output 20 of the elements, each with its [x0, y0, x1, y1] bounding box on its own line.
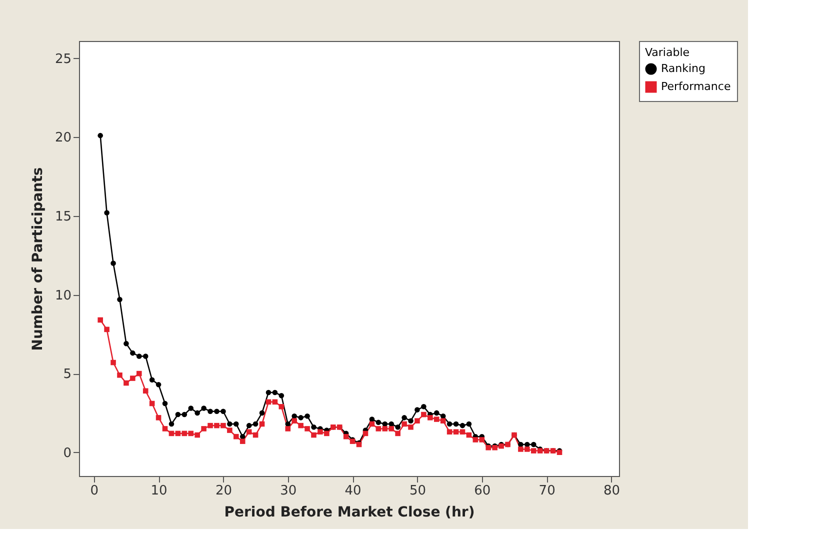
y-tick-label: 15: [54, 209, 72, 224]
y-tick-label: 10: [54, 288, 72, 304]
y-tick-label: 5: [63, 367, 72, 382]
legend-label: Ranking: [661, 62, 706, 75]
y-tick-label: 0: [63, 446, 72, 461]
legend-label: Performance: [661, 80, 731, 93]
x-tick-label: 10: [150, 484, 168, 498]
x-tick-label: 60: [474, 484, 491, 498]
x-tick-label: 80: [603, 484, 620, 498]
x-tick-label: 70: [538, 484, 556, 498]
legend-title: Variable: [645, 46, 690, 59]
x-tick-label: 40: [344, 484, 362, 498]
x-axis-title: Period Before Market Close (hr): [224, 504, 475, 520]
y-tick-label: 25: [54, 52, 72, 67]
x-tick-label: 20: [215, 484, 232, 498]
y-axis-title: Number of Participants: [30, 167, 46, 351]
x-tick-label: 50: [409, 484, 426, 498]
x-tick-label: 30: [280, 484, 297, 498]
y-tick-label: 20: [54, 130, 72, 146]
x-tick-label: 0: [90, 484, 99, 498]
